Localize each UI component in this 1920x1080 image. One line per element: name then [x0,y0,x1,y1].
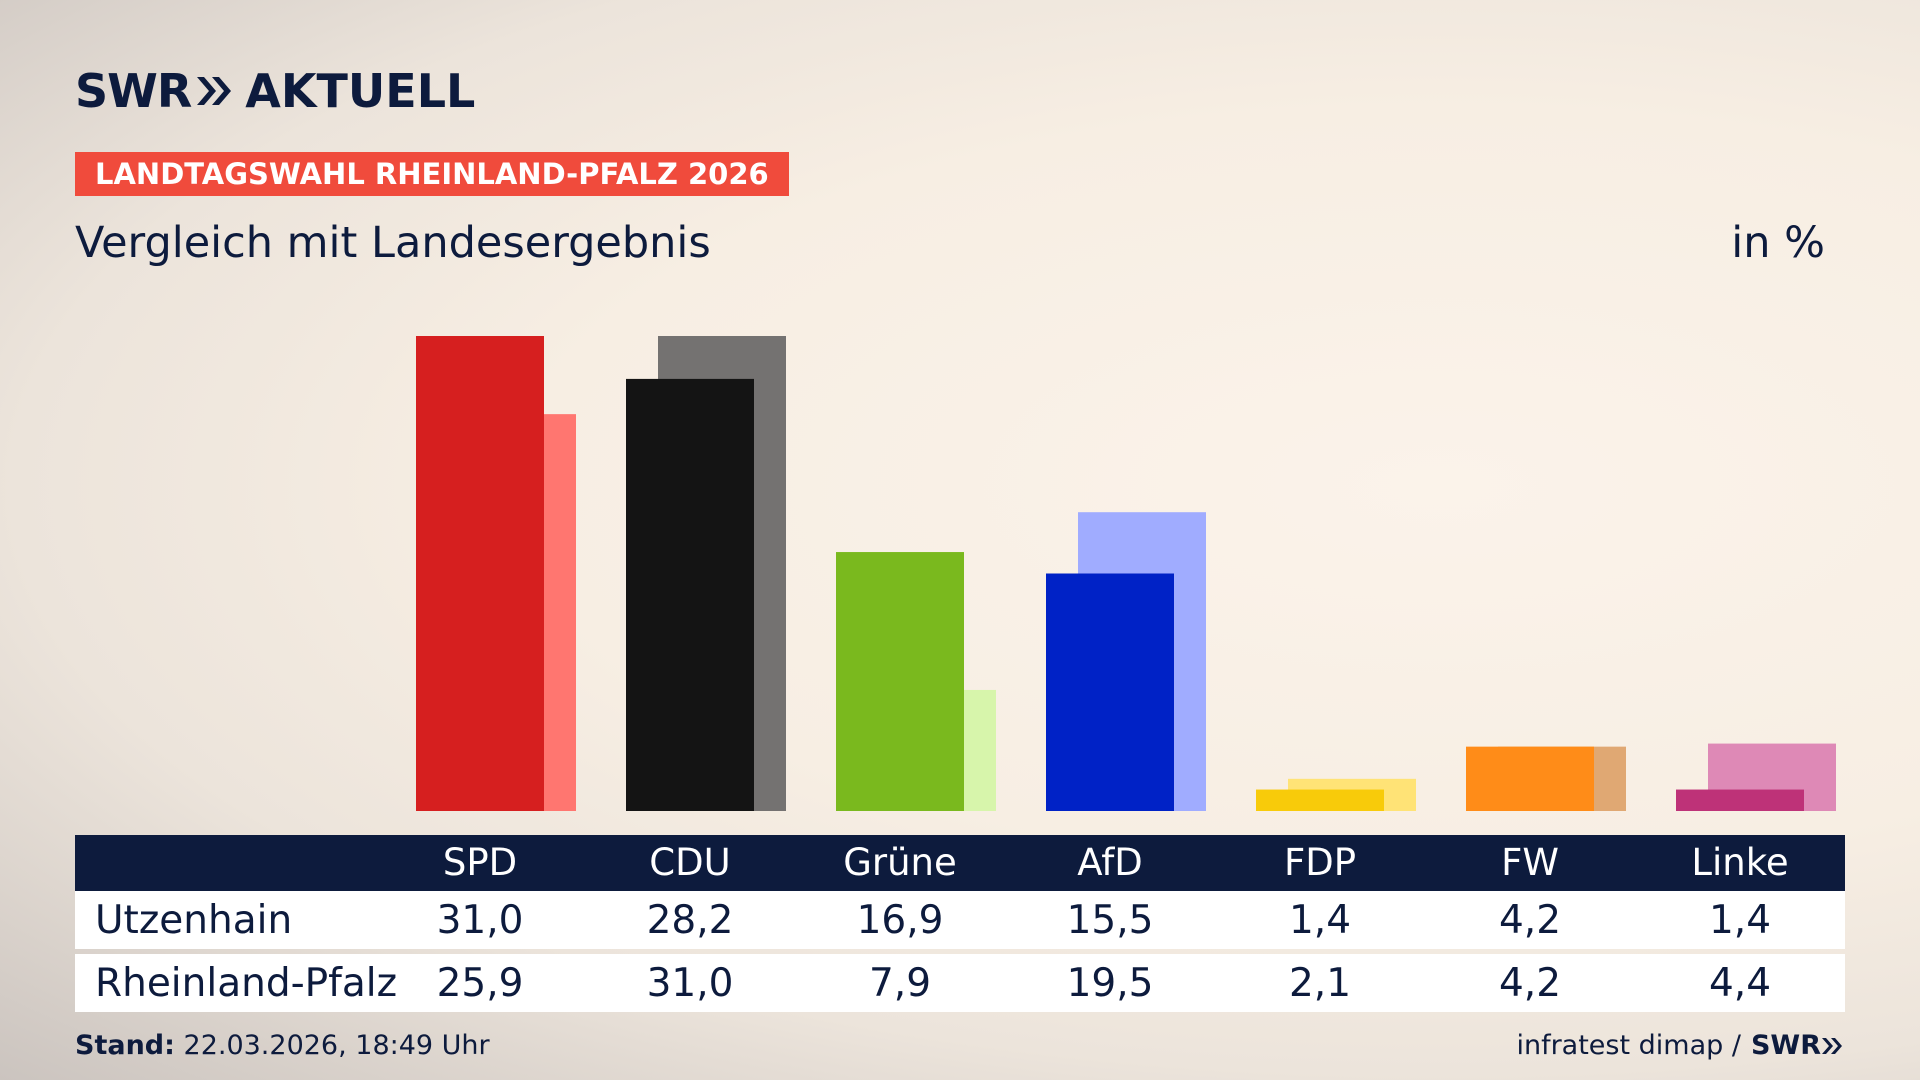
table-cell: 25,9 [436,961,524,1006]
bar-grüne-local [836,552,964,811]
row-label: Utzenhain [95,898,293,943]
stand-value: 22.03.2026, 18:49 Uhr [183,1030,490,1061]
bar-fw-local [1466,746,1594,811]
logo-swr-text: SWR [75,64,192,118]
bar-linke-local [1676,789,1804,811]
table-cell: 31,0 [436,898,524,943]
table-cell: 4,2 [1498,961,1562,1006]
source-brand: SWR [1751,1030,1845,1061]
table-cell: 7,9 [868,961,932,1006]
table-cell: 1,4 [1708,898,1772,943]
double-chevron-icon [1822,1037,1842,1054]
table-header-fdp: FDP [1283,841,1357,884]
table-header-spd: SPD [442,841,518,884]
row-label: Rheinland-Pfalz [95,961,398,1006]
table-cell: 2,1 [1288,961,1352,1006]
table-cell: 19,5 [1066,961,1154,1006]
stand-label: Stand: [75,1030,175,1061]
double-chevron-icon [195,73,235,109]
table-row: Utzenhain 31,0 28,2 16,9 15,5 1,4 4,2 1,4 [75,891,1845,949]
election-kicker-badge: LANDTAGSWAHL RHEINLAND-PFALZ 2026 [75,152,789,196]
table-cell: 4,2 [1498,898,1562,943]
unit-label: in % [1731,218,1825,268]
table-header-cdu: CDU [649,841,731,884]
table-header-row: SPD CDU Grüne AfD FDP FW Linke [75,835,1845,891]
source-credit: infratest dimap / SWR [1516,1030,1845,1061]
logo-aktuell-text: AKTUELL [245,64,476,118]
chart-subtitle: Vergleich mit Landesergebnis [75,218,711,268]
table-header-grüne: Grüne [843,841,957,884]
bar-fdp-local [1256,789,1384,811]
table-cell: 31,0 [646,961,734,1006]
source-text: infratest dimap / [1516,1030,1741,1061]
results-table: SPD CDU Grüne AfD FDP FW Linke Utzenhain 31,0 2… [75,835,1845,1012]
table-cell: 16,9 [856,898,944,943]
table-header-linke: Linke [1691,841,1789,884]
table-cell: 28,2 [646,898,734,943]
source-brand-text: SWR [1750,1030,1821,1061]
timestamp: Stand: 22.03.2026, 18:49 Uhr [75,1030,490,1061]
table-cell: 1,4 [1288,898,1352,943]
table-header-fw: FW [1501,841,1559,884]
bar-afd-local [1046,573,1174,811]
table-header-afd: AfD [1077,841,1143,884]
table-cell: 15,5 [1066,898,1154,943]
table-cell: 4,4 [1708,961,1772,1006]
table-row: Rheinland-Pfalz 25,9 31,0 7,9 19,5 2,1 4,2 4,4 [75,954,1845,1012]
bar-spd-local [416,336,544,811]
bar-cdu-local [626,378,754,811]
swr-aktuell-logo: SWR AKTUELL [75,64,476,118]
